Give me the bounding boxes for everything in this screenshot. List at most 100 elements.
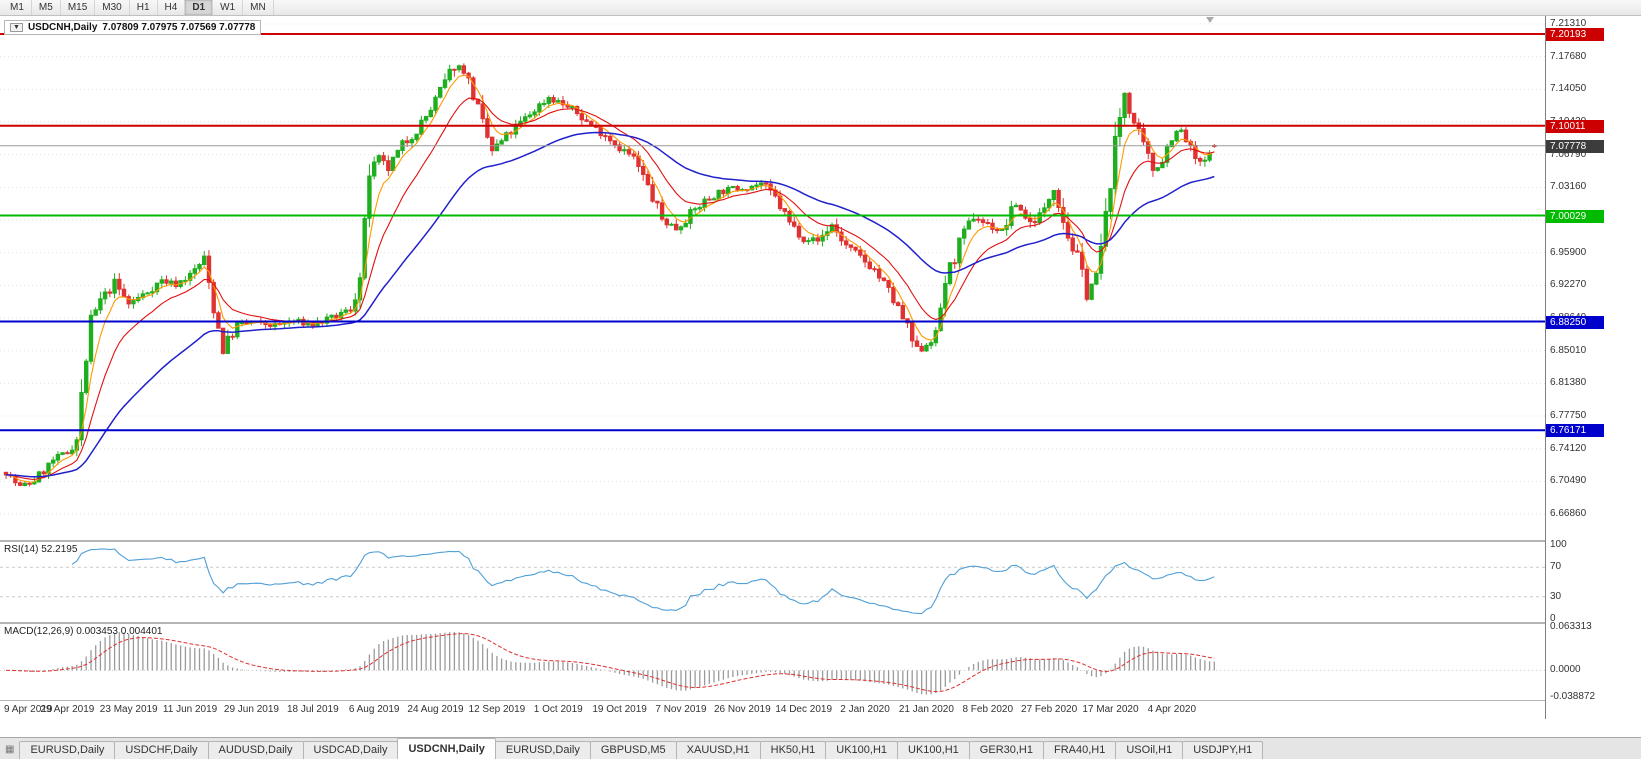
price-badge-7.10011: 7.10011 — [1546, 119, 1604, 133]
y-tick-label: 7.06790 — [1550, 148, 1587, 160]
timeframe-button-mn[interactable]: MN — [243, 0, 274, 15]
price-badge-7.00029: 7.00029 — [1546, 209, 1604, 223]
x-axis-label: 6 Aug 2019 — [348, 704, 400, 715]
chart-tab-uk100-h1[interactable]: UK100,H1 — [825, 741, 899, 759]
main-chart-panel[interactable]: ▼ USDCNH,Daily 7.07809 7.07975 7.07569 7… — [0, 16, 1545, 540]
y-tick-label: 6.85010 — [1550, 344, 1587, 356]
x-axis-label: 24 Aug 2019 — [407, 704, 464, 715]
chart-tab-bar: ▦ EURUSD,Daily USDCHF,Daily AUDUSD,Daily US… — [0, 737, 1641, 759]
chart-tab-usdchf-daily[interactable]: USDCHF,Daily — [114, 741, 209, 759]
y-tick-label: 6.77750 — [1550, 410, 1587, 421]
rsi-axis-label: 0 — [1550, 613, 1556, 624]
timeframe-button-d1[interactable]: D1 — [185, 0, 214, 15]
macd-name: MACD(12,26,9) — [4, 626, 74, 637]
y-tick-label: 7.14050 — [1550, 83, 1587, 95]
timeframe-button-m5[interactable]: M5 — [32, 0, 61, 15]
chart-tab-usdcad-daily[interactable]: USDCAD,Daily — [302, 741, 399, 759]
macd-values: 0.003453 0.004401 — [76, 626, 163, 637]
timeframe-button-h4[interactable]: H4 — [158, 0, 186, 15]
y-tick-label: 6.81380 — [1550, 377, 1587, 389]
x-axis-label: 1 Oct 2019 — [533, 704, 583, 715]
macd-signal-line — [6, 633, 1215, 693]
chart-tab-list: EURUSD,Daily USDCHF,Daily AUDUSD,Daily USDC… — [19, 738, 1264, 759]
time-axis[interactable]: 9 Apr 2019 29 Apr 2019 23 May 2019 11 Jun 2… — [0, 700, 1545, 718]
rsi-value: 52.2195 — [41, 544, 78, 555]
rsi-line — [71, 548, 1215, 615]
panel-splitter-macd[interactable] — [0, 622, 1641, 624]
chart-tab-hk50-h1[interactable]: HK50,H1 — [759, 741, 827, 759]
macd-chart-canvas[interactable] — [0, 624, 1545, 700]
timeframe-button-group: M1 M5 M15 M30 H1 H4 D1 W1 MN — [0, 0, 274, 15]
chart-tab-gbpusd-m5[interactable]: GBPUSD,M5 — [589, 741, 677, 759]
x-axis-label: 27 Feb 2020 — [1021, 704, 1078, 715]
x-axis-label: 23 May 2019 — [99, 704, 158, 715]
x-axis-label: 14 Dec 2019 — [775, 704, 833, 715]
horizontal-levels — [0, 33, 1545, 432]
chart-list-icon[interactable]: ▦ — [5, 744, 15, 755]
x-axis-label: 19 Oct 2019 — [592, 704, 647, 715]
macd-label: MACD(12,26,9) 0.003453 0.004401 — [4, 626, 162, 637]
timeframe-button-m15[interactable]: M15 — [61, 0, 96, 15]
x-axis-label: 29 Jun 2019 — [223, 704, 279, 715]
chart-tab-uk100-h1[interactable]: UK100,H1 — [897, 741, 970, 759]
rsi-name: RSI(14) — [4, 544, 39, 555]
chart-tab-usdcnh-daily[interactable]: USDCNH,Daily — [397, 738, 496, 759]
rsi-axis-label: 100 — [1550, 539, 1567, 550]
timeframe-toolbar: M1 M5 M15 M30 H1 H4 D1 W1 MN — [0, 0, 1641, 16]
price-badge-7.20193: 7.20193 — [1546, 28, 1604, 42]
y-tick-label: 6.70490 — [1550, 475, 1587, 487]
chart-tab-ger30-h1[interactable]: GER30,H1 — [968, 741, 1044, 759]
chart-tab-eurusd-daily[interactable]: EURUSD,Daily — [494, 741, 591, 759]
x-axis-label: 26 Nov 2019 — [713, 704, 771, 715]
ma-medium-line — [5, 97, 1215, 481]
timeframe-button-m30[interactable]: M30 — [95, 0, 130, 15]
y-tick-label: 6.95900 — [1550, 246, 1587, 258]
panel-splitter-rsi[interactable] — [0, 540, 1641, 542]
timeframe-button-m1[interactable]: M1 — [3, 0, 32, 15]
chart-tab-eurusd-daily[interactable]: EURUSD,Daily — [19, 741, 116, 759]
x-axis-label: 18 Jul 2019 — [286, 704, 339, 715]
y-tick-label: 7.21310 — [1550, 18, 1587, 29]
candlestick-chart-canvas[interactable] — [0, 16, 1545, 540]
chart-ohlc-values: 7.07809 7.07975 7.07569 7.07778 — [102, 22, 256, 33]
chart-title: ▼ USDCNH,Daily 7.07809 7.07975 7.07569 7… — [4, 20, 262, 35]
chart-tab-usdjpy-h1[interactable]: USDJPY,H1 — [1182, 741, 1264, 759]
rsi-axis-label: 30 — [1550, 590, 1562, 602]
chart-shift-marker-icon[interactable] — [1206, 17, 1214, 23]
x-axis-label: 11 Jun 2019 — [162, 704, 218, 715]
price-axis[interactable]: 7.213107.176807.140507.104207.067907.031… — [1545, 16, 1641, 719]
x-axis-label: 8 Feb 2020 — [962, 704, 1014, 715]
price-badge-6.76171: 6.76171 — [1546, 424, 1604, 438]
y-tick-label: 6.74120 — [1550, 442, 1587, 454]
chart-symbol-period: USDCNH,Daily — [27, 22, 98, 33]
rsi-chart-canvas[interactable] — [0, 542, 1545, 622]
y-tick-label: 6.66860 — [1550, 508, 1587, 520]
chart-tab-fra40-h1[interactable]: FRA40,H1 — [1043, 741, 1117, 759]
grid-lines — [0, 23, 1545, 515]
chart-tab-xauusd-h1[interactable]: XAUUSD,H1 — [675, 741, 761, 759]
y-tick-label: 6.92270 — [1550, 279, 1587, 291]
timeframe-button-h1[interactable]: H1 — [130, 0, 158, 15]
x-axis-label: 9 Apr 2019 — [4, 704, 53, 715]
rsi-label: RSI(14) 52.2195 — [4, 544, 77, 555]
chart-tab-usoil-h1[interactable]: USOil,H1 — [1115, 741, 1184, 759]
macd-panel[interactable]: MACD(12,26,9) 0.003453 0.004401 — [0, 624, 1545, 700]
x-axis-label: 2 Jan 2020 — [840, 704, 890, 715]
current-price-badge: 7.07778 — [1546, 139, 1604, 153]
timeframe-button-w1[interactable]: W1 — [213, 0, 244, 15]
rsi-axis-label: 70 — [1550, 561, 1562, 573]
macd-histogram — [14, 632, 1215, 695]
price-badge-6.88250: 6.88250 — [1546, 315, 1604, 329]
x-axis-label: 12 Sep 2019 — [468, 704, 526, 715]
chart-dropdown-icon[interactable]: ▼ — [10, 23, 23, 32]
x-axis-label: 17 Mar 2020 — [1082, 704, 1139, 715]
x-axis-label: 29 Apr 2019 — [40, 704, 95, 715]
x-axis-label: 21 Jan 2020 — [898, 704, 954, 715]
macd-axis-label: 0.063313 — [1550, 621, 1592, 632]
rsi-panel[interactable]: RSI(14) 52.2195 — [0, 542, 1545, 622]
macd-axis-label: 0.0000 — [1550, 664, 1581, 676]
ma-slow-line — [5, 131, 1215, 478]
x-axis-label: 4 Apr 2020 — [1147, 704, 1197, 715]
chart-tab-audusd-daily[interactable]: AUDUSD,Daily — [207, 741, 304, 759]
